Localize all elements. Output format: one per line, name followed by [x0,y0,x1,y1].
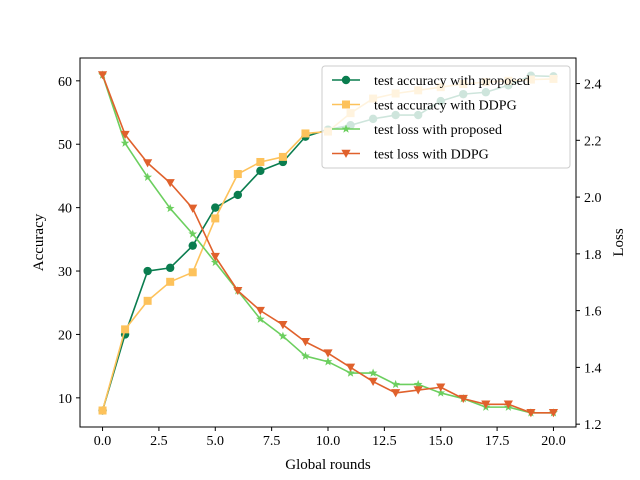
x-axis-label: Global rounds [285,457,371,473]
series-1-point [233,190,243,200]
series-3-point [165,203,175,213]
series-3-point [120,138,130,147]
legend-item: test loss with DDPG [332,148,489,163]
y-left-tick-label: 20 [58,328,72,343]
y-right-tick-label: 2.0 [584,191,602,206]
y-left-tick-label: 10 [58,392,72,407]
series-2-point [256,157,265,166]
legend-label: test loss with DDPG [374,148,489,163]
series-4-point [436,383,446,392]
series-4-point [481,400,491,409]
series-4-point [345,363,356,372]
x-tick-label: 7.5 [263,434,281,449]
series-4-point [413,386,423,395]
series-4-point [188,204,198,213]
x-tick-label: 20.0 [541,434,566,449]
y-left-tick-label: 50 [58,138,72,153]
series-2-point [278,152,287,161]
series-2-point [233,170,242,179]
series-4-point [458,394,468,404]
legend-label: test accuracy with proposed [374,74,530,89]
series-4-point [165,179,175,188]
series-4-point [368,377,378,386]
series-1-point [188,241,197,250]
legend-marker [342,100,350,109]
legend-box [321,65,571,169]
series-4-point [323,349,333,358]
y-right-tick-label: 2.4 [584,78,602,93]
series-4-point [120,130,130,140]
legend-item: test loss with proposed [332,123,502,138]
y-right-tick-label: 1.4 [584,361,602,376]
series-3-point [255,314,265,323]
y-right-tick-label: 2.2 [584,134,602,149]
axes: 0.0 2.5 5.0 7.5 10.0 12.5 15.0 17.5 20.0 10 20 30 40… [31,57,627,473]
series-3-point [323,357,333,366]
series-3-point [188,229,198,238]
x-tick-label: 10.0 [316,434,341,449]
y-right-tick-label: 1.6 [584,305,602,320]
legend-marker [341,75,351,85]
x-tick-label: 12.5 [372,434,397,449]
x-tick-label: 17.5 [485,434,510,449]
y-right-axis-label: Loss [611,228,627,257]
x-tick-label: 5.0 [207,434,225,449]
series-3-point [143,172,153,181]
y-left-tick-label: 40 [58,202,72,217]
series-3-point [278,331,288,340]
series-3-point [368,368,378,377]
series-3-point [436,388,446,397]
legend-marker [341,124,351,133]
series-1-point [143,266,152,276]
y-right-tick-label: 1.2 [584,418,602,433]
series-4 [97,71,559,418]
legend-label: test loss with proposed [374,123,502,138]
series-4-point [391,389,401,398]
x-tick-label: 2.5 [150,434,168,449]
series-4-point [210,252,220,262]
series-3-point [391,379,401,389]
legend-marker [341,149,351,158]
legend-item: test accuracy with DDPG [332,99,517,114]
series-4-point [255,306,265,316]
legend: test accuracy with proposed test accuracy… [321,65,571,169]
series-4-point [97,71,108,80]
series-3-point [346,368,355,377]
series-4-point [143,159,153,168]
series-3-point [210,257,220,267]
series-1-point [211,203,220,212]
series-4-point [548,409,559,418]
y-left-tick-label: 30 [58,265,72,280]
series-2-point [188,268,197,277]
series-4-point [278,321,288,330]
series-2-point [121,325,130,334]
series-3-point [413,379,423,389]
x-tick-label: 0.0 [94,434,112,449]
series-4-point [503,400,513,409]
series-4-point [300,338,311,347]
legend-item: test accuracy with proposed [332,74,530,89]
series-1-point [256,166,265,176]
y-right-tick-label: 1.8 [584,248,602,263]
series-2-point [211,214,220,223]
series-2-point [301,129,310,138]
series-1-point [165,263,175,273]
series-3-point [301,351,310,360]
series-2-point [98,406,107,415]
y-left-tick-label: 60 [58,75,72,90]
series-2-point [166,277,175,286]
legend-label: test accuracy with DDPG [374,99,517,114]
x-tick-label: 15.0 [428,434,453,449]
series-2-point [143,296,152,305]
series-4-point [233,286,243,296]
series-4-point [526,409,536,418]
y-left-axis-label: Accuracy [31,213,47,271]
